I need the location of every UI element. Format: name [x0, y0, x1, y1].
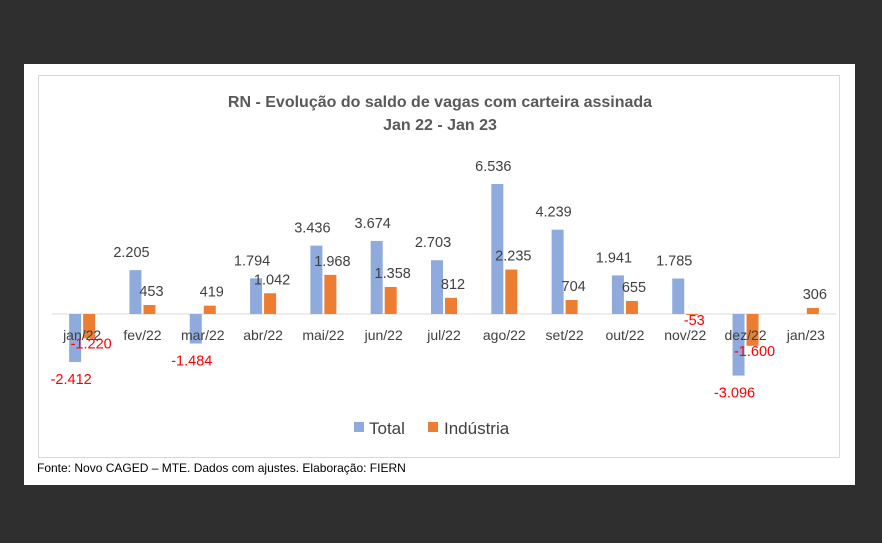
- bar-industria: [445, 297, 457, 314]
- bar-total: [431, 260, 443, 314]
- x-tick-label: abr/22: [243, 327, 283, 343]
- bar-total: [129, 270, 142, 314]
- x-tick-label: out/22: [605, 327, 644, 343]
- bar-total: [310, 245, 323, 314]
- bar-total: [370, 240, 383, 314]
- x-tick-label: jun/22: [364, 327, 403, 343]
- data-label-total: 1.941: [596, 250, 632, 266]
- bar-industria: [746, 314, 759, 346]
- data-label-industria: 419: [200, 285, 224, 301]
- x-tick-label: nov/22: [664, 327, 706, 343]
- x-tick-label: mai/22: [302, 327, 344, 343]
- bar-total: [69, 314, 82, 362]
- data-label-total: 1.785: [656, 253, 692, 269]
- bar-total: [189, 314, 202, 344]
- data-label-industria: -1.600: [734, 344, 775, 360]
- data-label-industria: 1.042: [254, 272, 290, 288]
- bar-industria: [505, 269, 518, 314]
- bar-total: [250, 278, 263, 314]
- bar-industria: [565, 299, 578, 314]
- legend: Total Indústria: [354, 419, 510, 438]
- data-label-industria: 1.968: [314, 254, 350, 270]
- bar-industria: [264, 293, 277, 314]
- bar-industria: [686, 314, 699, 316]
- data-label-industria: 812: [441, 277, 465, 293]
- bar-total: [491, 184, 504, 314]
- x-tick-label: jan/23: [786, 327, 825, 343]
- source-note: Fonte: Novo CAGED – MTE. Dados com ajust…: [37, 461, 406, 475]
- x-tick-label: dez/22: [725, 327, 767, 343]
- chart-panel: RN - Evolução do saldo de vagas com cart…: [24, 64, 855, 485]
- data-label-industria: 306: [803, 287, 827, 303]
- data-label-industria: -53: [684, 313, 705, 329]
- x-tick-label: set/22: [546, 327, 584, 343]
- chart-subtitle: Jan 22 - Jan 23: [383, 117, 497, 134]
- bar-industria: [324, 274, 337, 314]
- bar-industria: [384, 286, 397, 314]
- x-tick-label: mar/22: [181, 327, 225, 343]
- x-tick-label: jul/22: [426, 327, 461, 343]
- data-label-total: -1.484: [171, 354, 212, 370]
- x-tick-label: fev/22: [123, 327, 161, 343]
- bar-industria: [625, 300, 638, 314]
- data-label-total: 3.674: [355, 216, 391, 232]
- bar-industria: [83, 314, 96, 339]
- chart-title: RN - Evolução do saldo de vagas com cart…: [228, 94, 652, 111]
- data-label-industria: -1.220: [71, 336, 112, 352]
- data-label-total: -3.096: [714, 386, 755, 402]
- data-label-industria: 453: [139, 284, 163, 300]
- bar-total: [551, 229, 564, 314]
- legend-swatch-industria: [428, 422, 438, 432]
- data-label-industria: 704: [562, 279, 586, 295]
- data-label-total: 2.703: [415, 235, 451, 251]
- legend-label-total: Total: [369, 419, 405, 438]
- bar-industria: [143, 304, 156, 314]
- bar-total: [672, 278, 685, 314]
- data-label-total: 2.205: [113, 245, 149, 261]
- bar-industria: [806, 307, 819, 314]
- data-label-industria: 1.358: [375, 266, 411, 282]
- bar-total: [732, 314, 745, 376]
- bar-industria: [203, 305, 216, 314]
- bar-total: [611, 275, 624, 314]
- data-label-industria: 2.235: [495, 249, 531, 265]
- legend-swatch-total: [354, 422, 364, 432]
- data-label-total: -2.412: [51, 372, 92, 388]
- x-tick-label: jan/22: [62, 327, 101, 343]
- data-label-total: 1.794: [234, 253, 270, 269]
- data-label-total: 4.239: [535, 205, 571, 221]
- data-label-industria: 655: [622, 280, 646, 296]
- bar-chart: RN - Evolução do saldo de vagas com cart…: [51, 94, 836, 438]
- x-tick-label: ago/22: [483, 327, 526, 343]
- data-label-total: 3.436: [294, 221, 330, 237]
- legend-label-industria: Indústria: [444, 419, 510, 438]
- data-label-total: 6.536: [475, 159, 511, 175]
- chart-frame: [38, 75, 840, 458]
